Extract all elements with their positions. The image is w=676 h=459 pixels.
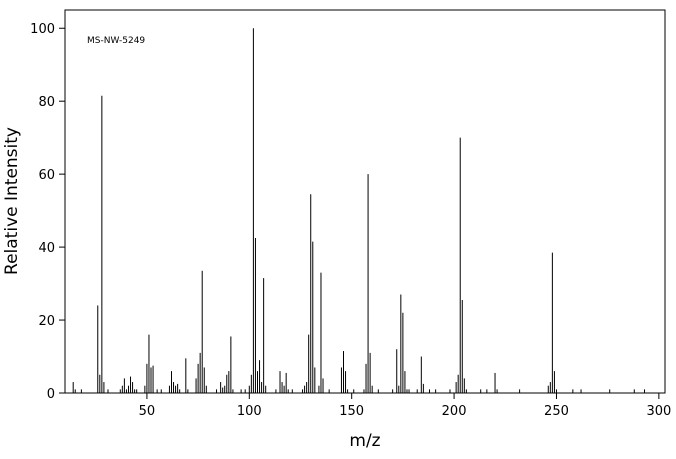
y-tick-label: 100 [30, 22, 55, 37]
x-tick-label: 50 [139, 404, 156, 419]
y-tick-label: 80 [38, 95, 55, 110]
x-tick-label: 250 [544, 404, 569, 419]
y-tick-label: 40 [38, 241, 55, 256]
x-tick-label: 200 [442, 404, 467, 419]
y-tick-label: 20 [38, 314, 55, 329]
x-axis-label: m/z [349, 431, 380, 451]
x-tick-label: 300 [646, 404, 671, 419]
x-tick-label: 150 [339, 404, 364, 419]
y-axis-label: Relative Intensity [2, 127, 22, 275]
plot-frame [64, 9, 666, 394]
y-tick-label: 0 [47, 387, 55, 402]
annotation: MS-NW-5249 [87, 36, 145, 46]
x-tick-label: 100 [237, 404, 262, 419]
y-tick-label: 60 [38, 168, 55, 183]
